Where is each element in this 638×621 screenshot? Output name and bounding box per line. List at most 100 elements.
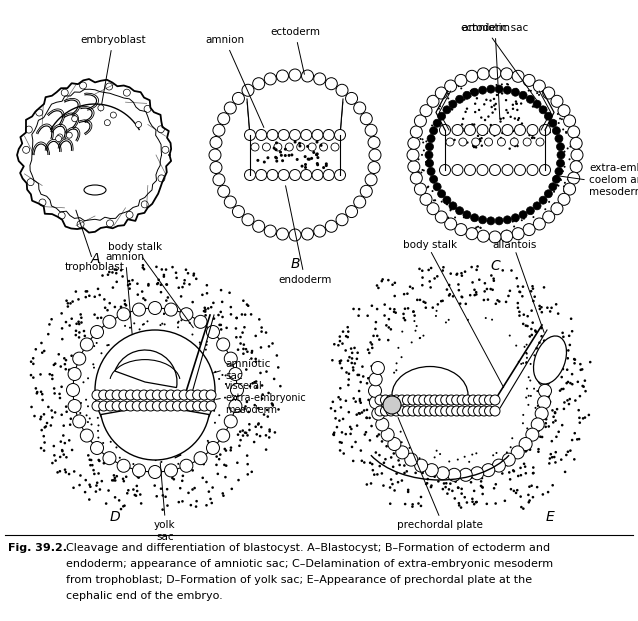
Circle shape xyxy=(75,322,78,325)
Circle shape xyxy=(558,193,570,206)
Circle shape xyxy=(115,268,118,271)
Circle shape xyxy=(522,422,524,424)
Circle shape xyxy=(528,376,530,378)
Circle shape xyxy=(108,324,111,326)
Circle shape xyxy=(447,93,449,95)
Circle shape xyxy=(369,396,382,409)
Circle shape xyxy=(349,425,352,428)
Circle shape xyxy=(73,470,75,473)
Circle shape xyxy=(571,373,574,376)
Circle shape xyxy=(232,93,244,104)
Circle shape xyxy=(532,300,535,302)
Circle shape xyxy=(84,479,87,481)
Circle shape xyxy=(295,158,299,161)
Circle shape xyxy=(469,95,471,97)
Circle shape xyxy=(325,220,338,232)
Circle shape xyxy=(545,418,547,420)
Circle shape xyxy=(331,143,339,151)
Circle shape xyxy=(561,424,563,427)
Circle shape xyxy=(435,87,447,99)
Circle shape xyxy=(262,393,264,396)
Circle shape xyxy=(158,278,160,281)
Circle shape xyxy=(100,317,103,319)
Circle shape xyxy=(551,440,553,442)
Circle shape xyxy=(241,313,243,315)
Circle shape xyxy=(253,78,265,89)
Circle shape xyxy=(218,458,221,461)
Circle shape xyxy=(554,411,556,414)
Circle shape xyxy=(518,125,521,127)
Circle shape xyxy=(51,462,54,465)
Circle shape xyxy=(334,410,336,412)
Circle shape xyxy=(95,330,215,450)
Circle shape xyxy=(571,383,574,386)
Circle shape xyxy=(255,425,257,428)
Circle shape xyxy=(406,292,409,295)
Circle shape xyxy=(427,135,435,143)
Circle shape xyxy=(506,451,508,453)
Circle shape xyxy=(427,95,439,107)
Circle shape xyxy=(457,406,467,416)
Circle shape xyxy=(207,491,210,493)
Circle shape xyxy=(68,439,71,442)
Circle shape xyxy=(98,294,101,296)
Circle shape xyxy=(366,417,368,419)
Circle shape xyxy=(205,504,208,507)
Circle shape xyxy=(114,479,117,482)
Circle shape xyxy=(206,341,208,343)
Circle shape xyxy=(530,395,532,397)
Circle shape xyxy=(445,218,457,230)
Circle shape xyxy=(397,395,407,405)
Circle shape xyxy=(494,78,496,80)
Circle shape xyxy=(502,124,513,135)
Circle shape xyxy=(516,489,519,491)
Circle shape xyxy=(556,364,558,366)
Circle shape xyxy=(59,365,62,368)
Circle shape xyxy=(501,269,504,271)
Circle shape xyxy=(98,460,101,462)
Circle shape xyxy=(529,448,531,451)
Circle shape xyxy=(528,501,530,504)
Circle shape xyxy=(80,338,93,351)
Circle shape xyxy=(547,396,550,398)
Circle shape xyxy=(532,466,535,469)
Circle shape xyxy=(205,348,207,351)
Circle shape xyxy=(56,135,61,142)
Circle shape xyxy=(52,363,55,366)
Circle shape xyxy=(392,406,401,416)
Text: body stalk: body stalk xyxy=(403,240,457,250)
Circle shape xyxy=(441,299,444,302)
Circle shape xyxy=(115,446,117,448)
Circle shape xyxy=(141,201,148,208)
Circle shape xyxy=(457,502,460,504)
Circle shape xyxy=(181,500,184,502)
Circle shape xyxy=(579,422,581,424)
Circle shape xyxy=(560,360,562,363)
Circle shape xyxy=(543,339,545,342)
Circle shape xyxy=(64,368,67,371)
Circle shape xyxy=(222,494,225,497)
Circle shape xyxy=(539,106,547,114)
Circle shape xyxy=(154,459,157,461)
Circle shape xyxy=(502,453,516,466)
Circle shape xyxy=(85,290,89,292)
Circle shape xyxy=(39,199,46,206)
Circle shape xyxy=(263,413,265,416)
Circle shape xyxy=(445,482,447,484)
Circle shape xyxy=(333,343,336,345)
Circle shape xyxy=(256,170,267,181)
Circle shape xyxy=(519,466,522,469)
Circle shape xyxy=(297,143,305,151)
Circle shape xyxy=(186,401,196,411)
Circle shape xyxy=(315,153,318,156)
Circle shape xyxy=(172,401,182,411)
Circle shape xyxy=(39,373,42,376)
Circle shape xyxy=(515,492,517,494)
Circle shape xyxy=(554,419,557,422)
Circle shape xyxy=(407,307,410,310)
Circle shape xyxy=(43,413,45,415)
Circle shape xyxy=(105,401,115,411)
Circle shape xyxy=(218,112,230,125)
Circle shape xyxy=(345,335,348,337)
Circle shape xyxy=(490,395,500,405)
